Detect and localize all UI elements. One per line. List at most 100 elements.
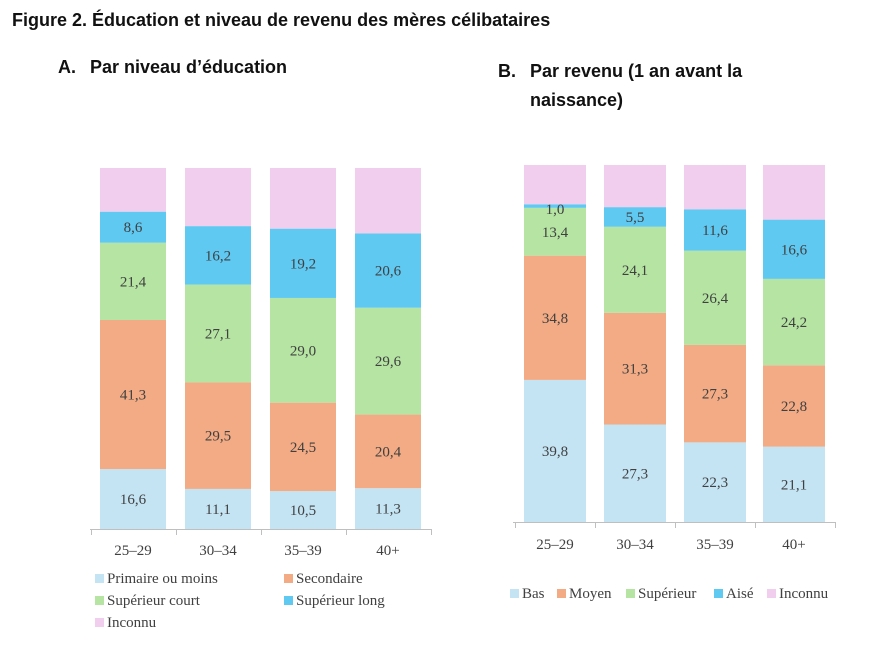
legend-swatch (510, 589, 519, 598)
data-label: 27,3 (702, 387, 728, 403)
legend-swatch (557, 589, 566, 598)
data-label: 20,6 (375, 264, 402, 280)
data-label: 10,5 (290, 503, 316, 519)
bar-segment-primaire-ou-moins-30–34 (185, 488, 251, 529)
panel-a-title: A. Par niveau d’éducation (58, 57, 287, 78)
chart-b: 39,8 34,8 13,4 1,0 25–29 27,3 31,3 24,1 5,5 30–34… (510, 165, 836, 602)
bar-segment-primaire-ou-moins-35–39 (270, 491, 336, 529)
bar-segment-moyen-35–39 (684, 344, 746, 443)
data-label: 29,5 (205, 429, 231, 445)
legend-item: Bas (510, 586, 545, 602)
panel-b-letter: B. (498, 61, 516, 81)
legend-swatch (626, 589, 635, 598)
legend-label: Aisé (726, 586, 754, 602)
data-label: 13,4 (542, 225, 569, 241)
legend-label: Secondaire (296, 571, 363, 587)
bar-segment-supérieur-long-25–29 (100, 211, 166, 243)
bar-segment-primaire-ou-moins-25–29 (100, 469, 166, 529)
data-label: 16,6 (120, 492, 147, 508)
data-label: 22,3 (702, 475, 728, 491)
legend-item: Moyen (557, 586, 612, 602)
bar-segment-inconnu-35–39 (684, 165, 746, 210)
data-label: 27,1 (205, 327, 231, 343)
bar-segment-supérieur-court-40+ (355, 307, 421, 415)
data-label: 31,3 (622, 362, 648, 378)
data-label: 19,2 (290, 256, 316, 272)
bar-segment-bas-30–34 (604, 424, 666, 522)
x-tick-label: 30–34 (199, 543, 237, 559)
data-label: 27,3 (622, 466, 648, 482)
bar-segment-supérieur-30–34 (604, 226, 666, 313)
data-label: 29,6 (375, 354, 402, 370)
bar-segment-inconnu-30–34 (185, 168, 251, 227)
figure-title: Figure 2. Éducation et niveau de revenu … (12, 10, 551, 30)
bar-segment-moyen-30–34 (604, 312, 666, 425)
bar-segment-secondaire-25–29 (100, 319, 166, 470)
data-label: 24,5 (290, 440, 316, 456)
data-label: 39,8 (542, 444, 568, 460)
bar-segment-bas-40+ (763, 446, 825, 522)
legend-swatch (95, 596, 104, 605)
data-label: 29,0 (290, 343, 316, 359)
data-label: 21,1 (781, 477, 807, 493)
legend-label: Bas (522, 586, 545, 602)
legend-item: Inconnu (767, 586, 829, 602)
legend-label: Supérieur court (107, 593, 201, 609)
bar-segment-aisé-25–29 (524, 204, 586, 208)
x-tick-label: 35–39 (284, 543, 322, 559)
legend-item: Secondaire (284, 571, 363, 587)
panel-a-letter: A. (58, 57, 76, 77)
data-label: 20,4 (375, 444, 402, 460)
x-tick-label: 40+ (782, 537, 805, 553)
bar-segment-inconnu-30–34 (604, 165, 666, 208)
bar-segment-supérieur-35–39 (684, 250, 746, 345)
data-label: 21,4 (120, 274, 147, 290)
x-tick-label: 40+ (376, 543, 399, 559)
data-label: 1,0 (546, 202, 565, 218)
bar-segment-supérieur-long-35–39 (270, 228, 336, 298)
legend-label: Primaire ou moins (107, 571, 218, 587)
x-tick-label: 35–39 (696, 537, 734, 553)
bar-segment-secondaire-35–39 (270, 402, 336, 492)
chart-a: 16,6 41,3 21,4 8,6 25–29 11,1 29,5 27,1 16,2 30–3… (90, 168, 432, 631)
data-label: 11,1 (205, 502, 231, 518)
bar-segment-primaire-ou-moins-40+ (355, 488, 421, 529)
legend-swatch (95, 618, 104, 627)
panel-a-text: Par niveau d’éducation (90, 57, 288, 77)
bar-segment-supérieur-court-25–29 (100, 242, 166, 320)
bar-segment-aisé-35–39 (684, 209, 746, 251)
bar-segment-inconnu-40+ (355, 168, 421, 234)
legend-swatch (284, 596, 293, 605)
bar-segment-secondaire-30–34 (185, 382, 251, 489)
legend-item: Aisé (714, 586, 754, 602)
bar-segment-aisé-40+ (763, 219, 825, 279)
data-label: 24,1 (622, 263, 648, 279)
data-label: 5,5 (626, 210, 645, 226)
bar-segment-inconnu-25–29 (100, 168, 166, 212)
legend-label: Inconnu (107, 615, 157, 631)
bar-segment-moyen-25–29 (524, 255, 586, 380)
legend-item: Supérieur long (284, 593, 385, 609)
data-label: 16,6 (781, 242, 808, 258)
legend-item: Inconnu (95, 615, 157, 631)
x-tick-label: 25–29 (536, 537, 574, 553)
legend-item: Supérieur (626, 586, 696, 602)
panel-b-title: B. Par revenu (1 an avant la naissance) (498, 57, 798, 115)
legend-swatch (284, 574, 293, 583)
data-label: 34,8 (542, 311, 568, 327)
bar-segment-secondaire-40+ (355, 414, 421, 489)
x-tick-label: 30–34 (616, 537, 654, 553)
legend-label: Inconnu (779, 586, 829, 602)
legend-label: Supérieur long (296, 593, 385, 609)
bar-segment-supérieur-long-40+ (355, 233, 421, 308)
x-tick-label: 25–29 (114, 543, 152, 559)
bar-segment-moyen-40+ (763, 365, 825, 447)
bar-segment-supérieur-40+ (763, 278, 825, 366)
data-label: 11,3 (375, 502, 401, 518)
bar-segment-inconnu-35–39 (270, 168, 336, 229)
legend-swatch (95, 574, 104, 583)
data-label: 24,2 (781, 315, 807, 331)
legend-item: Supérieur court (95, 593, 201, 609)
bar-segment-inconnu-40+ (763, 165, 825, 220)
legend-item: Primaire ou moins (95, 571, 218, 587)
